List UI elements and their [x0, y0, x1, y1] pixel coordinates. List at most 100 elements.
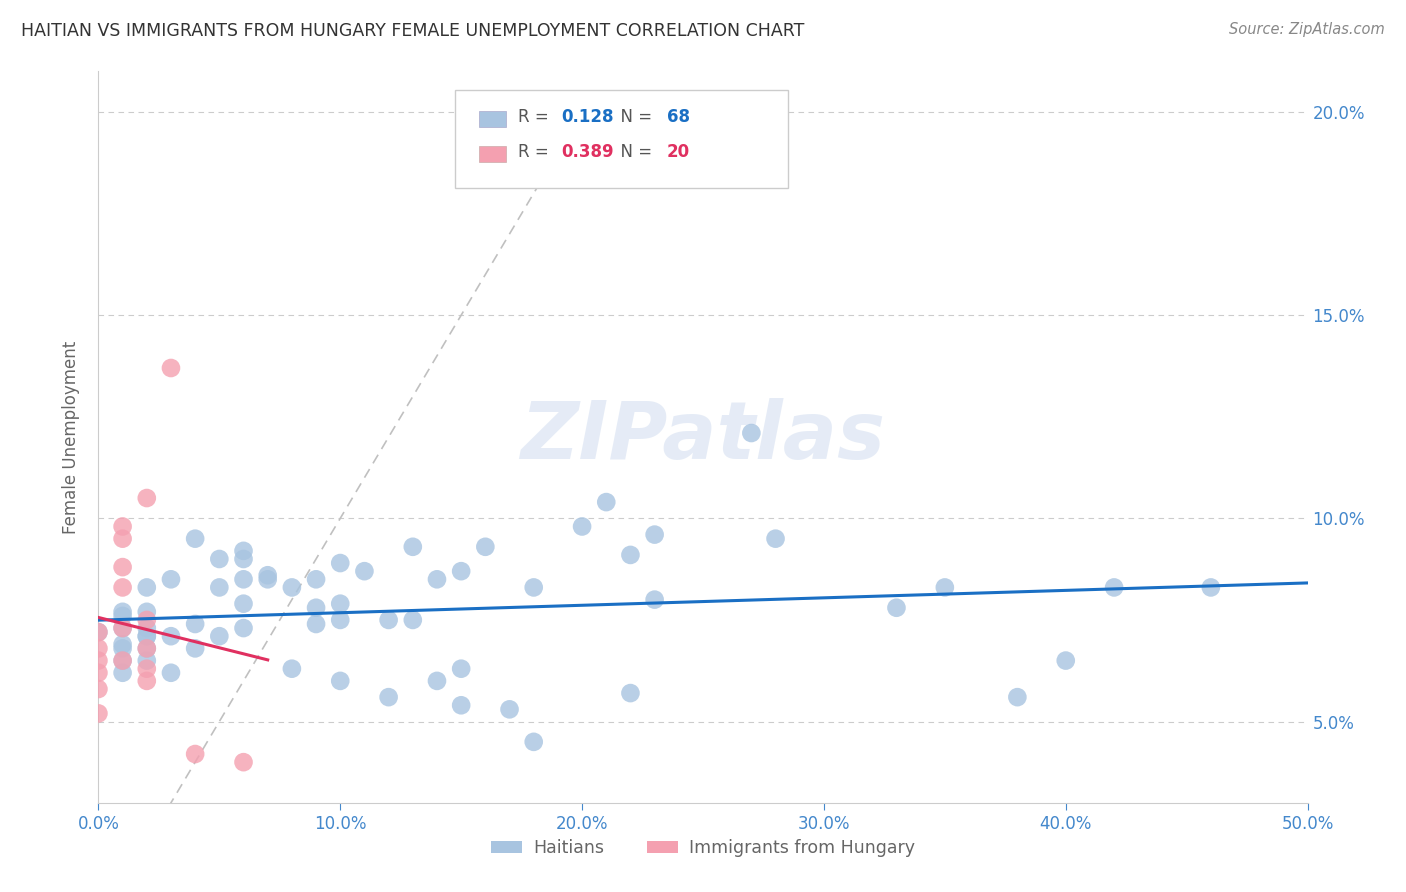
Point	[111, 637, 134, 651]
Point	[111, 608, 134, 623]
Point	[208, 581, 231, 595]
Point	[87, 665, 110, 680]
Point	[256, 572, 278, 586]
Point	[329, 613, 352, 627]
Point	[135, 673, 157, 688]
Point	[135, 662, 157, 676]
Text: HAITIAN VS IMMIGRANTS FROM HUNGARY FEMALE UNEMPLOYMENT CORRELATION CHART: HAITIAN VS IMMIGRANTS FROM HUNGARY FEMAL…	[21, 22, 804, 40]
Point	[1199, 581, 1222, 595]
Point	[135, 621, 157, 635]
Point	[232, 544, 254, 558]
Point	[208, 552, 231, 566]
Point	[111, 560, 134, 574]
Point	[184, 641, 207, 656]
Point	[571, 519, 593, 533]
Point	[184, 532, 207, 546]
Point	[644, 527, 666, 541]
Point	[111, 621, 134, 635]
Point	[111, 581, 134, 595]
Point	[281, 581, 304, 595]
Point	[934, 581, 956, 595]
Point	[87, 681, 110, 696]
Point	[135, 641, 157, 656]
Point	[619, 686, 641, 700]
Point	[474, 540, 496, 554]
Point	[619, 548, 641, 562]
Point	[523, 581, 546, 595]
FancyBboxPatch shape	[479, 111, 506, 127]
Point	[111, 641, 134, 656]
Point	[523, 735, 546, 749]
Point	[498, 702, 520, 716]
Text: 0.389: 0.389	[561, 143, 614, 161]
Point	[135, 654, 157, 668]
Point	[135, 581, 157, 595]
Point	[886, 600, 908, 615]
Point	[329, 556, 352, 570]
Point	[595, 495, 617, 509]
Point	[135, 629, 157, 643]
Point	[305, 572, 328, 586]
Point	[111, 519, 134, 533]
Point	[184, 747, 207, 761]
Point	[305, 600, 328, 615]
Point	[111, 654, 134, 668]
Point	[87, 654, 110, 668]
Point	[281, 662, 304, 676]
Text: 0.128: 0.128	[561, 108, 614, 126]
Legend: Haitians, Immigrants from Hungary: Haitians, Immigrants from Hungary	[484, 831, 922, 863]
Point	[111, 621, 134, 635]
Point	[450, 698, 472, 713]
FancyBboxPatch shape	[479, 146, 506, 162]
FancyBboxPatch shape	[456, 90, 787, 188]
Point	[232, 755, 254, 769]
Point	[160, 572, 183, 586]
Point	[111, 605, 134, 619]
Text: 20: 20	[666, 143, 690, 161]
Point	[160, 361, 183, 376]
Y-axis label: Female Unemployment: Female Unemployment	[62, 341, 80, 533]
Point	[111, 654, 134, 668]
Point	[450, 662, 472, 676]
Point	[765, 532, 787, 546]
Point	[208, 629, 231, 643]
Point	[426, 572, 449, 586]
Point	[450, 564, 472, 578]
Text: R =: R =	[517, 143, 554, 161]
Text: R =: R =	[517, 108, 554, 126]
Point	[184, 617, 207, 632]
Text: N =: N =	[610, 108, 657, 126]
Point	[329, 597, 352, 611]
Point	[232, 572, 254, 586]
Point	[135, 613, 157, 627]
Point	[1102, 581, 1125, 595]
Point	[377, 690, 399, 705]
Point	[111, 532, 134, 546]
Point	[135, 641, 157, 656]
Point	[232, 621, 254, 635]
Text: Source: ZipAtlas.com: Source: ZipAtlas.com	[1229, 22, 1385, 37]
Point	[160, 665, 183, 680]
Point	[256, 568, 278, 582]
Point	[160, 629, 183, 643]
Text: N =: N =	[610, 143, 657, 161]
Point	[87, 641, 110, 656]
Point	[1007, 690, 1029, 705]
Point	[402, 540, 425, 554]
Point	[135, 605, 157, 619]
Text: ZIPatlas: ZIPatlas	[520, 398, 886, 476]
Point	[111, 665, 134, 680]
Point	[644, 592, 666, 607]
Point	[426, 673, 449, 688]
Text: 68: 68	[666, 108, 690, 126]
Point	[329, 673, 352, 688]
Point	[353, 564, 375, 578]
Point	[305, 617, 328, 632]
Point	[87, 625, 110, 640]
Point	[135, 491, 157, 505]
Point	[87, 625, 110, 640]
Point	[232, 552, 254, 566]
Point	[1054, 654, 1077, 668]
Point	[135, 629, 157, 643]
Point	[740, 425, 762, 440]
